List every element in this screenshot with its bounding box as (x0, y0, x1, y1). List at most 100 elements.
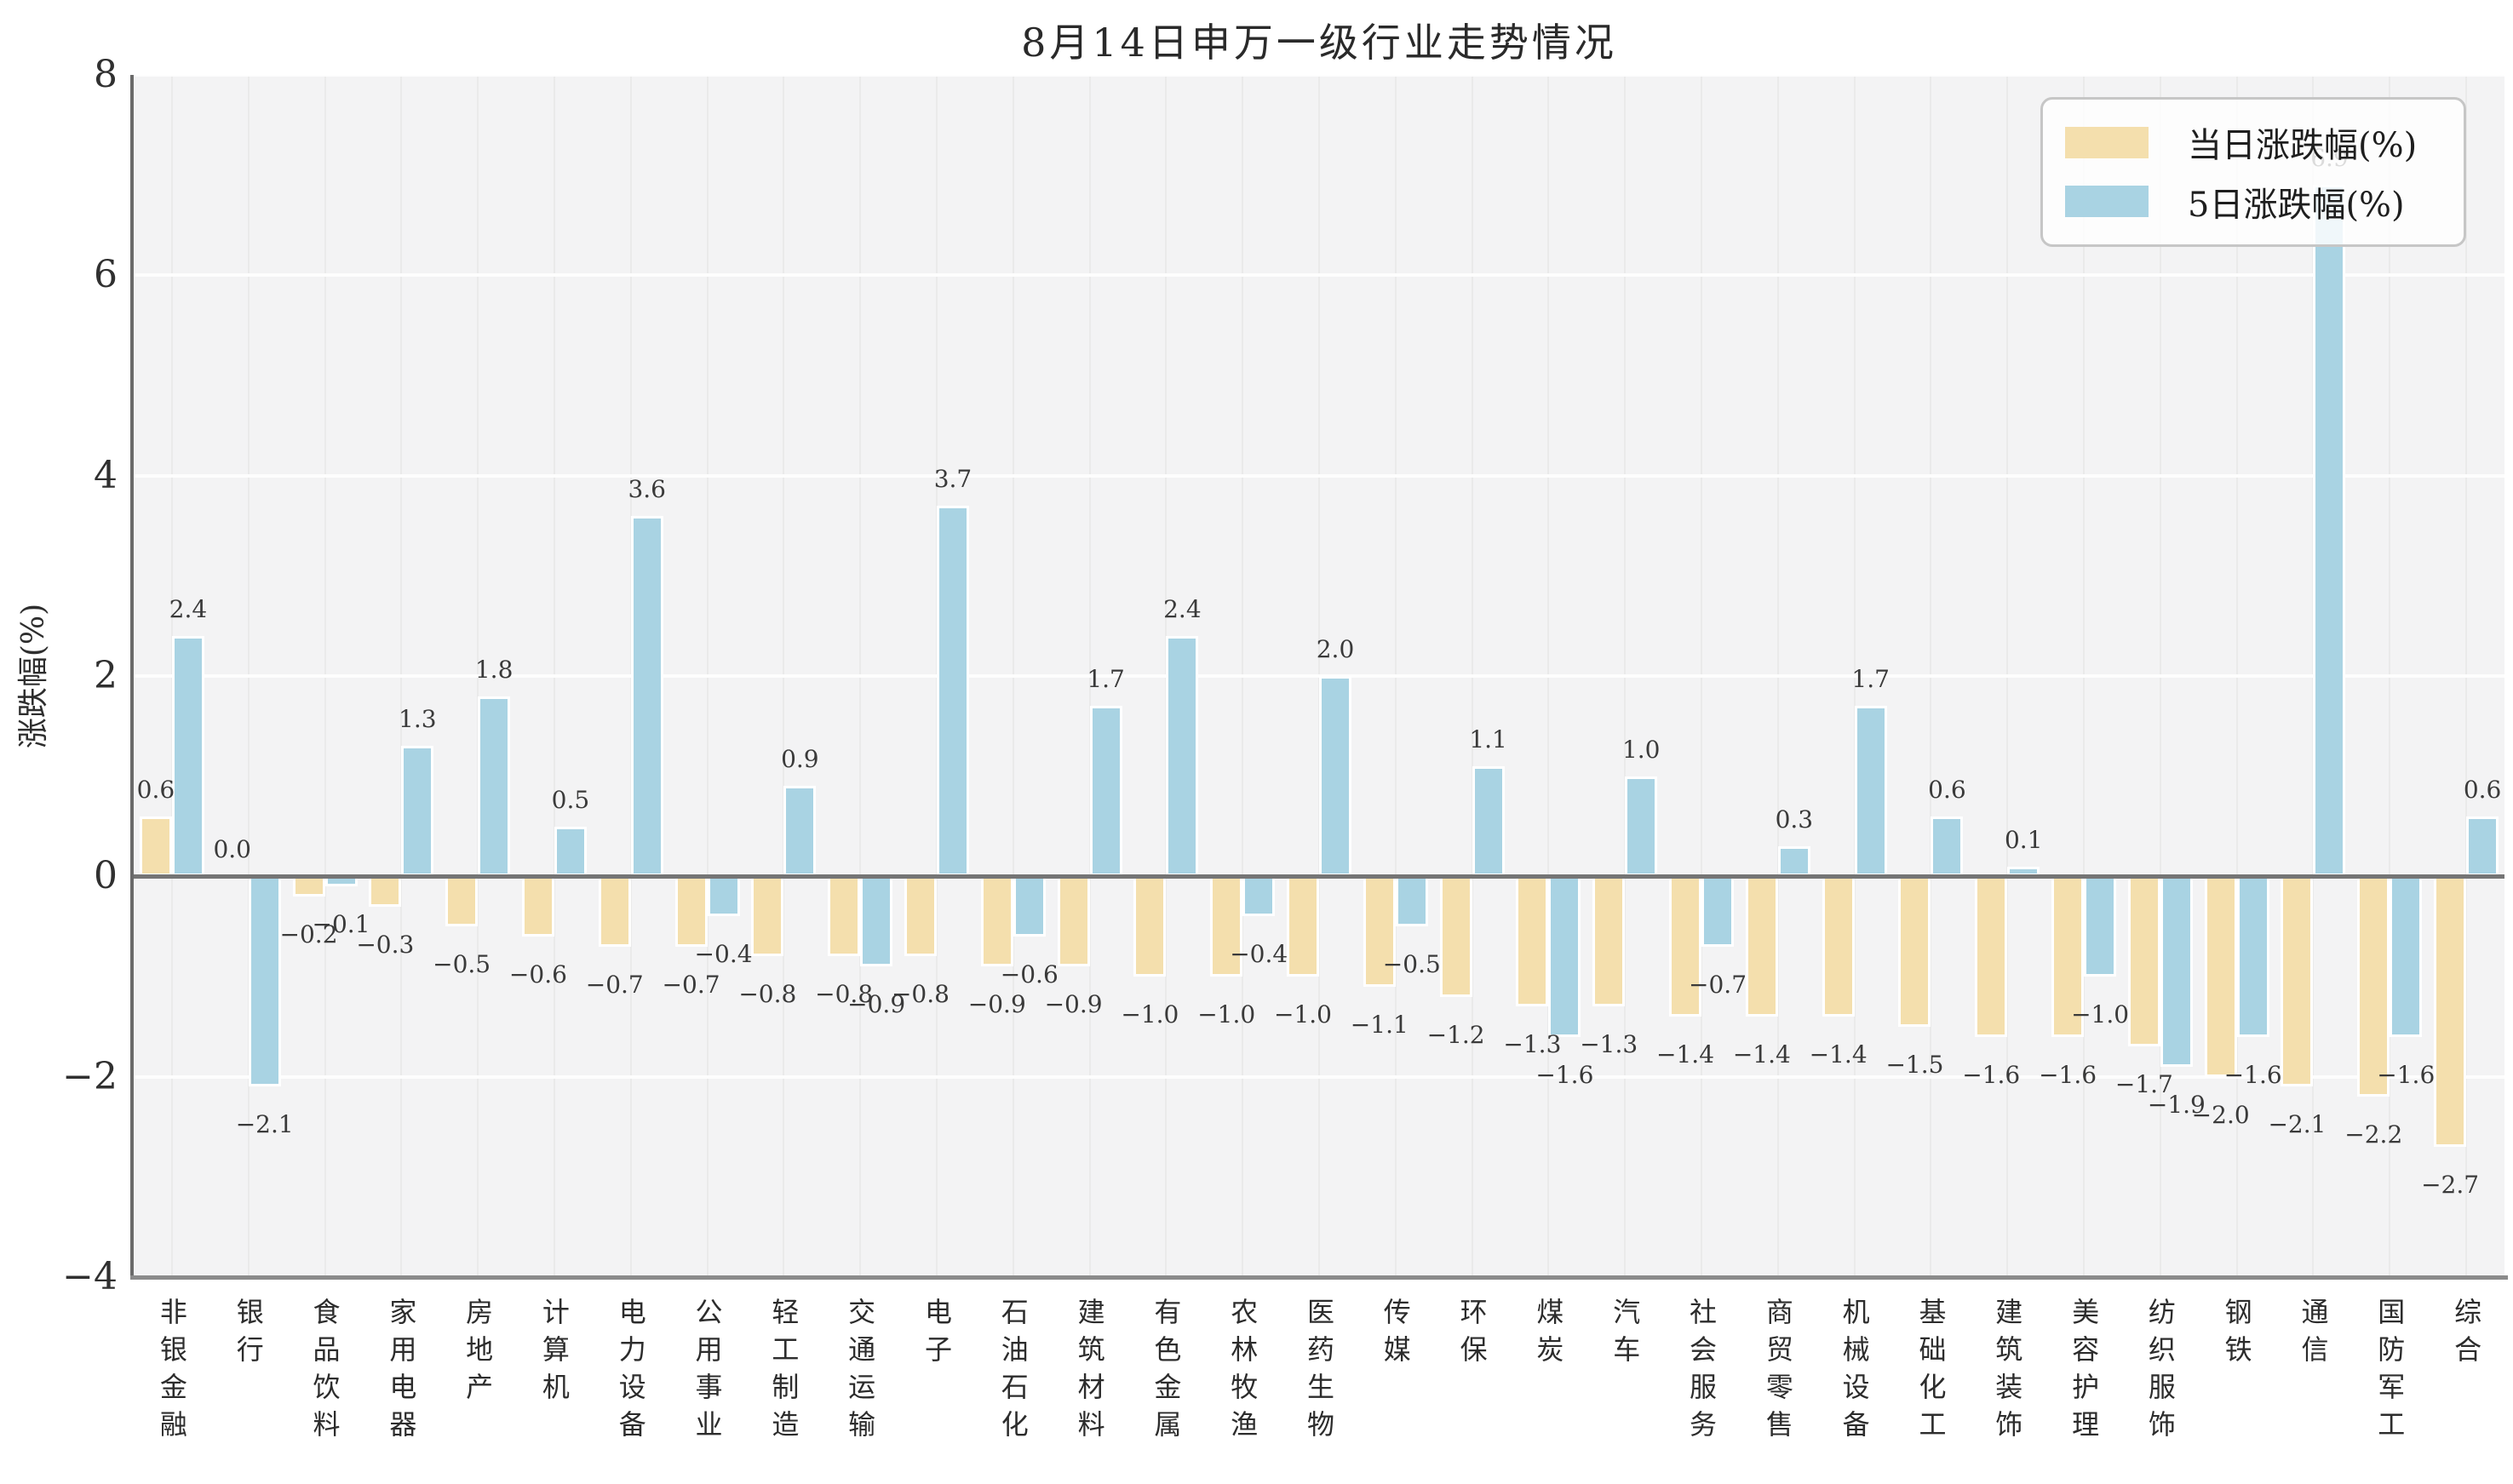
bar-value-label: −1.6 (2223, 1060, 2282, 1089)
bar-value-label: 0.1 (2004, 825, 2043, 854)
bar-5day (248, 876, 281, 1087)
y-tick-label: 4 (94, 453, 118, 497)
bar-value-label: −0.9 (847, 990, 906, 1019)
bar-value-label: 1.0 (1621, 735, 1661, 764)
bar-value-label: 0.6 (1928, 775, 1966, 804)
x-category-label: 基础化工 (1914, 1298, 1948, 1447)
x-category-label: 非银金融 (155, 1298, 188, 1447)
bar-daily (1516, 876, 1549, 1007)
bar-value-label: −1.0 (1274, 1000, 1332, 1028)
bar-value-label: 1.3 (399, 705, 437, 734)
bar-daily (521, 876, 554, 937)
bar-value-label: −0.7 (662, 970, 720, 999)
x-category-label: 交通运输 (844, 1298, 877, 1447)
bar-value-label: −1.6 (2377, 1060, 2436, 1089)
x-category-label: 综合 (2450, 1298, 2483, 1372)
bar-daily (2357, 876, 2390, 1097)
x-category-label: 电子 (920, 1298, 953, 1372)
bar-value-label: −0.9 (1044, 990, 1103, 1019)
y-tick-label: 2 (94, 654, 118, 697)
bar-value-label: −1.0 (2071, 1000, 2130, 1028)
bar-value-label: 1.1 (1469, 725, 1507, 753)
bar-daily (292, 876, 325, 897)
y-axis-spine (130, 75, 134, 1277)
x-category-label: 通信 (2297, 1298, 2330, 1372)
bar-5day (401, 746, 434, 877)
bar-value-label: −0.7 (1689, 970, 1747, 999)
bar-daily (1898, 876, 1931, 1027)
bar-value-label: 0.6 (136, 775, 175, 804)
legend-label-5day: 5日涨跌幅(%) (2188, 185, 2405, 225)
legend-swatch-5day-icon (2065, 186, 2149, 218)
x-category-label: 纺织服饰 (2143, 1298, 2177, 1447)
bar-5day (1931, 816, 1964, 877)
bar-daily (1975, 876, 2008, 1037)
bar-5day (554, 826, 587, 877)
bar-daily (1057, 876, 1090, 967)
bar-5day (630, 515, 663, 877)
bar-5day (1089, 706, 1122, 877)
bar-5day (478, 696, 511, 877)
bar-value-label: 0.0 (213, 835, 251, 864)
bar-daily (2434, 876, 2467, 1148)
y-tick-label: 6 (94, 253, 118, 297)
bar-value-label: −0.4 (1230, 940, 1288, 969)
bar-value-label: −1.4 (1732, 1040, 1791, 1069)
x-category-label: 公用事业 (691, 1298, 724, 1447)
x-category-label: 汽车 (1609, 1298, 1642, 1372)
bar-value-label: −1.2 (1426, 1020, 1485, 1049)
bar-5day (2160, 876, 2193, 1067)
x-category-label: 社会服务 (1685, 1298, 1718, 1447)
x-category-label: 石油石化 (996, 1298, 1030, 1447)
y-tick-label: −2 (62, 1054, 118, 1098)
bar-5day (2313, 185, 2346, 877)
bar-daily (1745, 876, 1778, 1017)
bar-value-label: −0.8 (815, 980, 874, 1009)
x-category-label: 传媒 (1379, 1298, 1412, 1372)
bar-value-label: −0.9 (967, 990, 1026, 1019)
bar-value-label: 1.7 (1851, 665, 1890, 694)
bar-5day (783, 786, 817, 877)
bar-daily (674, 876, 708, 947)
x-category-label: 农林牧渔 (1226, 1298, 1259, 1447)
bar-daily (369, 876, 402, 907)
x-category-label: 国防军工 (2373, 1298, 2407, 1447)
bar-value-label: −1.0 (1197, 1000, 1256, 1028)
x-category-label: 家用电器 (385, 1298, 418, 1447)
bar-5day (860, 876, 893, 967)
horizontal-gridline (134, 473, 2504, 478)
bar-5day (2390, 876, 2423, 1037)
bar-5day (936, 505, 969, 877)
x-category-label: 建筑材料 (1073, 1298, 1106, 1447)
horizontal-gridline (134, 1074, 2504, 1079)
x-category-label: 房地产 (462, 1298, 495, 1410)
bar-daily (1669, 876, 1702, 1017)
bar-value-label: −0.6 (1000, 960, 1059, 988)
x-category-label: 银行 (232, 1298, 265, 1372)
bar-value-label: −1.3 (1580, 1030, 1638, 1059)
x-category-label: 医药生物 (1303, 1298, 1335, 1447)
bar-value-label: −0.4 (694, 940, 753, 969)
x-category-label: 建筑装饰 (1991, 1298, 2024, 1447)
bar-value-label: 3.7 (933, 464, 972, 493)
bar-value-label: 0.5 (551, 785, 590, 814)
bar-value-label: −0.7 (585, 970, 644, 999)
bar-daily (904, 876, 937, 957)
bar-5day (1701, 876, 1735, 947)
chart-title: 8月14日申万一级行业走势情况 (1021, 20, 1617, 66)
bar-daily (1822, 876, 1855, 1017)
bar-daily (980, 876, 1013, 967)
bar-value-label: −1.7 (2114, 1070, 2173, 1099)
bar-5day (1242, 876, 1276, 917)
bar-value-label: 2.4 (1163, 594, 1202, 623)
bar-daily (445, 876, 479, 927)
horizontal-gridline (134, 75, 2504, 77)
bar-value-label: −0.8 (738, 980, 797, 1009)
bar-5day (1013, 876, 1046, 937)
bar-value-label: −1.6 (1535, 1060, 1594, 1089)
plot-area: 0.6 0.0 −0.2 −0.3 −0.5 −0.6 −0.7 −0.7 −0.8 −0.8 −0… (134, 75, 2504, 1277)
bar-daily (1592, 876, 1626, 1007)
x-category-label: 有色金属 (1150, 1298, 1183, 1447)
bar-5day (2466, 816, 2499, 877)
